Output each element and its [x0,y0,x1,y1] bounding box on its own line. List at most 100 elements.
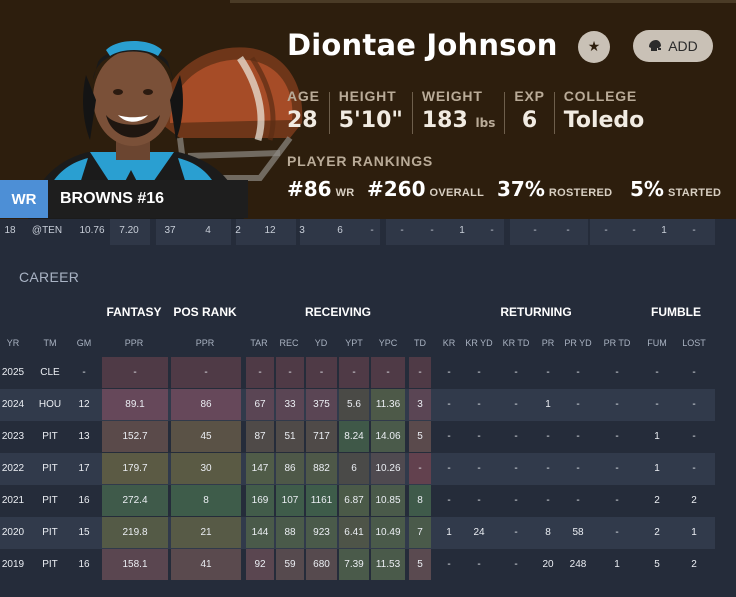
career-table-cell: 13 [78,431,90,442]
player-header: Diontae Johnson ★ ADD AGE 28 HEIGHT 5'10… [0,0,736,219]
rostered-label: ROSTERED [548,187,613,199]
partial-row-cell-bg [300,219,380,245]
career-table-cell: 147 [246,453,274,484]
career-table-cell: 6.41 [339,517,369,548]
career-table-cell: 179.7 [102,453,168,484]
career-table-cell: - [171,357,241,388]
career-table-cell: 1 [654,463,660,474]
career-table-cell: 58 [572,527,584,538]
career-table-cell: 89.1 [102,389,168,420]
career-table-cell: 5 [654,559,660,570]
career-column-header[interactable]: YPC [378,338,398,348]
career-group-header: FANTASY [106,305,162,319]
partial-row-value: 18 [4,225,16,236]
career-table-cell: - [514,367,518,378]
career-column-header[interactable]: FUM [647,338,667,348]
header-top-line [230,0,736,3]
career-table-cell: CLE [40,367,60,378]
partial-row-value: - [632,225,636,236]
career-table-cell: PIT [42,463,58,474]
career-column-header[interactable]: GM [76,338,92,348]
career-table-cell: - [546,495,550,506]
career-table-cell: 41 [171,549,241,580]
add-player-button[interactable]: ADD [633,30,713,62]
partial-row-cell-bg [386,219,504,245]
partial-row-value: 2 [235,225,241,236]
career-table-cell: - [576,431,580,442]
career-table-cell: 17 [78,463,90,474]
career-table-cell: 67 [246,389,274,420]
career-table-cell: PIT [42,495,58,506]
career-table-cell: 1 [545,399,551,410]
partial-row-value: - [490,225,494,236]
career-table-cell: - [447,431,451,442]
career-table-cell: - [447,399,451,410]
career-table-cell: 8.24 [339,421,369,452]
career-column-header[interactable]: KR [442,338,456,348]
career-table-cell: - [576,463,580,474]
career-column-header[interactable]: YPT [345,338,363,348]
career-table-row: 2021 PIT 16 272.4 8 169 107 1161 6.87 10.85 8- - - - -… [0,485,715,517]
career-table-cell: - [615,399,619,410]
height-label: HEIGHT [338,88,397,104]
career-table-cell: 8 [545,527,551,538]
career-table-cell: HOU [38,399,62,410]
career-table-cell: - [576,367,580,378]
career-column-header[interactable]: PR YD [564,338,592,348]
career-column-header[interactable]: PPR [195,338,215,348]
partial-row-value: - [533,225,537,236]
career-table-cell: - [615,495,619,506]
career-column-header[interactable]: KR TD [502,338,530,348]
career-column-header[interactable]: REC [279,338,299,348]
career-table-row: 2020 PIT 15 219.8 21 144 88 923 6.41 10.49 7 1 24-8 5… [0,517,715,549]
career-table-cell: 158.1 [102,549,168,580]
career-table-cell: 2022 [1,463,25,474]
college-stat: COLLEGE Toledo [564,88,655,142]
partial-row-cell-bg [110,219,150,245]
career-table-cell: 33 [276,389,304,420]
position-badge: WR [0,180,48,218]
career-table-cell: 5 [409,549,431,580]
partial-row-value: - [604,225,608,236]
helmet-icon [648,40,662,52]
career-table-cell: 5 [409,421,431,452]
bio-stats: AGE 28 HEIGHT 5'10" WEIGHT 183 lbs EXP 6… [287,88,663,142]
career-column-header[interactable]: PR TD [603,338,631,348]
career-column-header[interactable]: YD [314,338,328,348]
rostered-value: 37% [497,177,545,201]
career-column-header[interactable]: YR [6,338,20,348]
career-table-cell: 14.06 [371,421,405,452]
career-table-cell: 51 [276,421,304,452]
favorite-button[interactable]: ★ [578,31,610,63]
career-table-row: 2025 CLE - - - - - - - - - - - - - - - - - [0,357,715,389]
partial-row-value: 6 [337,225,343,236]
career-table-cell: 8 [171,485,241,516]
career-table-cell: 16 [78,559,90,570]
career-table-cell: - [409,453,431,484]
career-column-header[interactable]: TM [43,338,57,348]
career-table-cell: - [655,399,659,410]
career-table-cell: - [447,495,451,506]
career-table-cell: 1 [691,527,697,538]
career-column-header[interactable]: PPR [124,338,144,348]
career-column-header[interactable]: LOST [682,338,706,348]
overall-rank: #260 OVERALL [367,177,484,201]
career-column-header[interactable]: KR YD [465,338,493,348]
career-table-cell: 248 [569,559,587,570]
career-column-header[interactable]: TD [414,338,426,348]
career-table-cell: - [615,527,619,538]
career-column-header[interactable]: TAR [250,338,268,348]
add-button-label: ADD [668,38,698,54]
partial-row-cell-bg [156,219,231,245]
career-table-cell: 10.49 [371,517,405,548]
career-column-header[interactable]: PR [541,338,555,348]
career-table-cell: 6 [339,453,369,484]
age-label: AGE [287,88,320,104]
career-table-cell: - [514,559,518,570]
career-table-cell: 2024 [1,399,25,410]
career-table-cell: 1 [654,431,660,442]
career-table-cell: 88 [276,517,304,548]
career-table-cell: 92 [246,549,274,580]
career-table-cell: 923 [306,517,337,548]
career-table-cell: 2020 [1,527,25,538]
